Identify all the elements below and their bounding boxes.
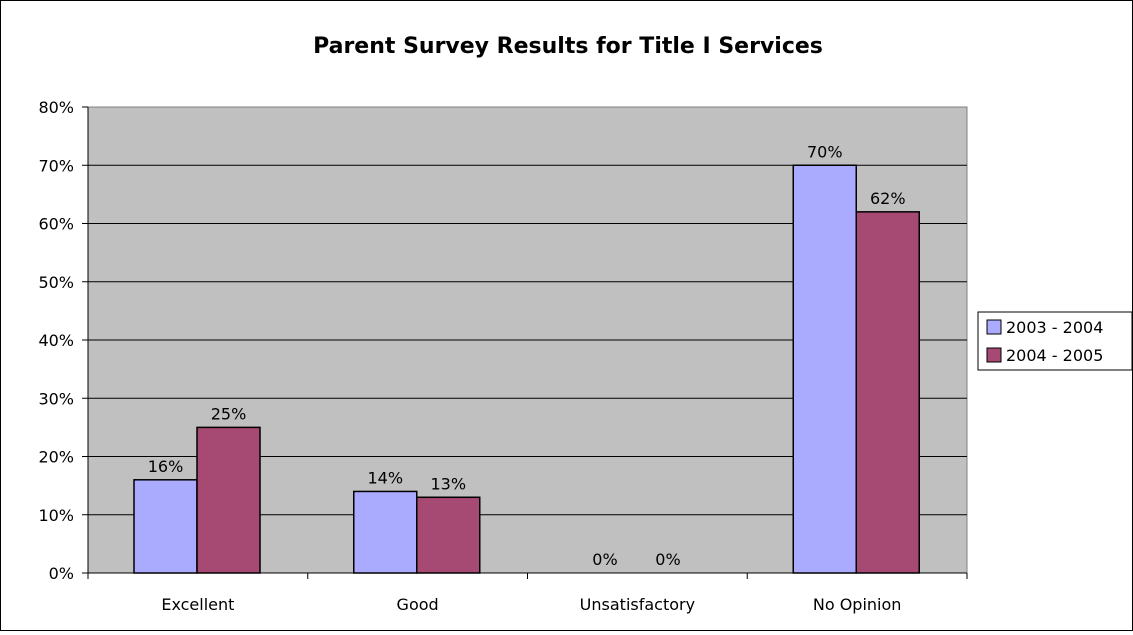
data-labels: 16% 25% 14% 13% 0% 0% 70% 62% <box>148 142 906 569</box>
y-axis: 0% 10% 20% 30% 40% 50% 60% 70% 80% <box>38 98 89 583</box>
bar <box>855 211 920 574</box>
x-tick-label: Good <box>397 595 439 614</box>
y-tick-label: 60% <box>38 215 74 234</box>
y-tick-label: 10% <box>38 506 74 525</box>
data-label: 0% <box>655 550 680 569</box>
y-tick-label: 50% <box>38 273 74 292</box>
y-tick-label: 70% <box>38 156 74 175</box>
chart-title: Parent Survey Results for Title I Servic… <box>313 34 823 59</box>
y-tick-label: 40% <box>38 331 74 350</box>
bar <box>353 490 418 574</box>
bar <box>133 479 198 574</box>
y-tick-label: 30% <box>38 389 74 408</box>
bar <box>196 426 261 574</box>
data-label: 25% <box>211 404 247 423</box>
legend-label: 2004 - 2005 <box>1006 346 1103 365</box>
y-tick-label: 20% <box>38 448 74 467</box>
data-label: 62% <box>870 189 906 208</box>
data-label: 14% <box>367 468 403 487</box>
legend: 2003 - 2004 2004 - 2005 <box>977 311 1133 371</box>
bar <box>792 164 857 574</box>
x-tick-label: No Opinion <box>813 595 902 614</box>
data-label: 16% <box>148 457 184 476</box>
data-label: 0% <box>592 550 617 569</box>
legend-swatch <box>986 347 1002 363</box>
x-tick-label: Excellent <box>161 595 234 614</box>
legend-swatch <box>986 319 1002 335</box>
data-label: 70% <box>807 142 843 161</box>
bars <box>133 164 920 574</box>
y-tick-label: 80% <box>38 98 74 117</box>
y-tick-label: 0% <box>49 564 74 583</box>
x-tick-label: Unsatisfactory <box>580 595 695 614</box>
legend-label: 2003 - 2004 <box>1006 318 1103 337</box>
data-label: 13% <box>430 474 466 493</box>
bar <box>416 496 481 574</box>
legend-box <box>977 311 1133 371</box>
